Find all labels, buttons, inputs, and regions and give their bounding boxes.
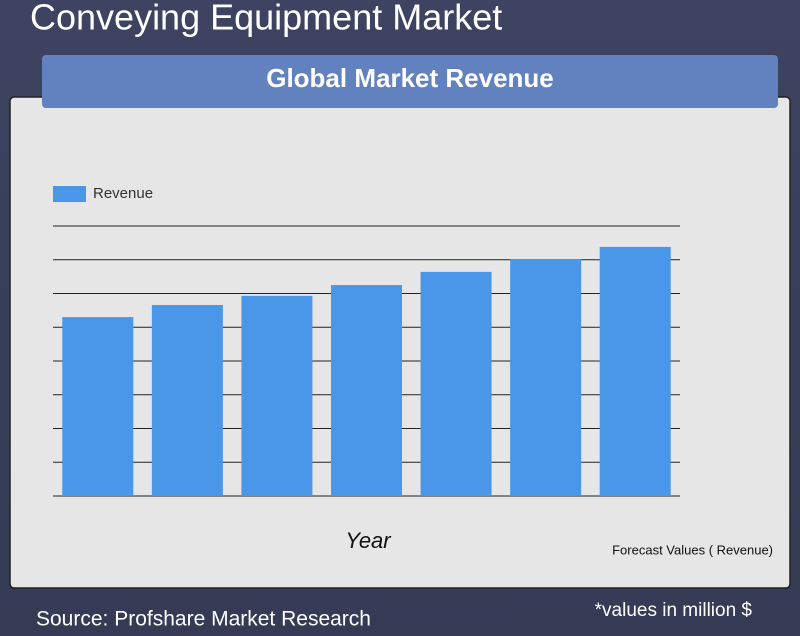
- bar: [62, 317, 134, 496]
- legend-swatch: [53, 186, 86, 202]
- x-axis-label: Year: [345, 528, 392, 553]
- page-title: Conveying Equipment Market: [30, 0, 502, 38]
- unit-note: *values in million $: [595, 600, 753, 621]
- bar: [241, 295, 313, 496]
- note: Forecast Values ( Revenue): [612, 542, 773, 557]
- bar: [599, 246, 671, 496]
- source: Source: Profshare Market Research: [36, 608, 371, 631]
- bar: [151, 304, 223, 496]
- chart-subtitle: Global Market Revenue: [266, 63, 554, 93]
- header-bar: [42, 55, 778, 108]
- bar: [331, 285, 402, 496]
- legend-label: Revenue: [93, 185, 153, 202]
- bar: [420, 271, 492, 496]
- bar: [510, 259, 582, 496]
